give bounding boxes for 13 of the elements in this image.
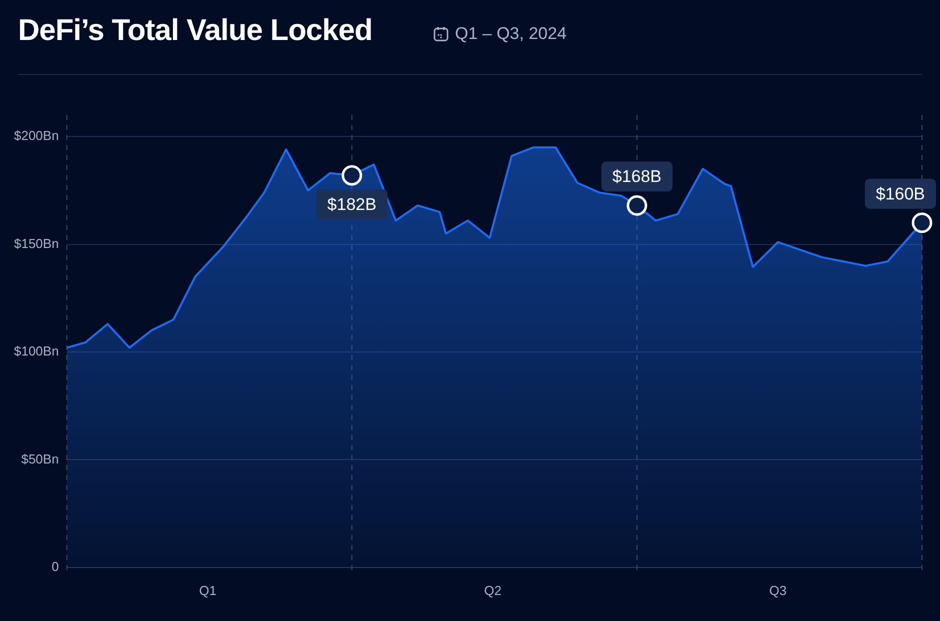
x-tick-label: Q1: [199, 582, 216, 598]
y-tick-label: $100Bn: [14, 344, 59, 359]
chart-title: DeFi’s Total Value Locked: [18, 14, 372, 48]
annotation: $168B: [612, 167, 662, 186]
y-tick-label: 0: [52, 558, 59, 574]
annotation: $160B: [876, 184, 926, 204]
x-tick-label: Q2: [484, 582, 502, 598]
y-tick-label: $200Bn: [14, 128, 59, 144]
annotation: $182B: [327, 195, 376, 214]
x-tick-label: Q3: [769, 582, 787, 598]
chart-subtitle: Q1 – Q3, 2024: [455, 24, 567, 44]
y-tick-label: $150Bn: [14, 236, 59, 251]
y-tick-label: $50Bn: [21, 451, 59, 466]
